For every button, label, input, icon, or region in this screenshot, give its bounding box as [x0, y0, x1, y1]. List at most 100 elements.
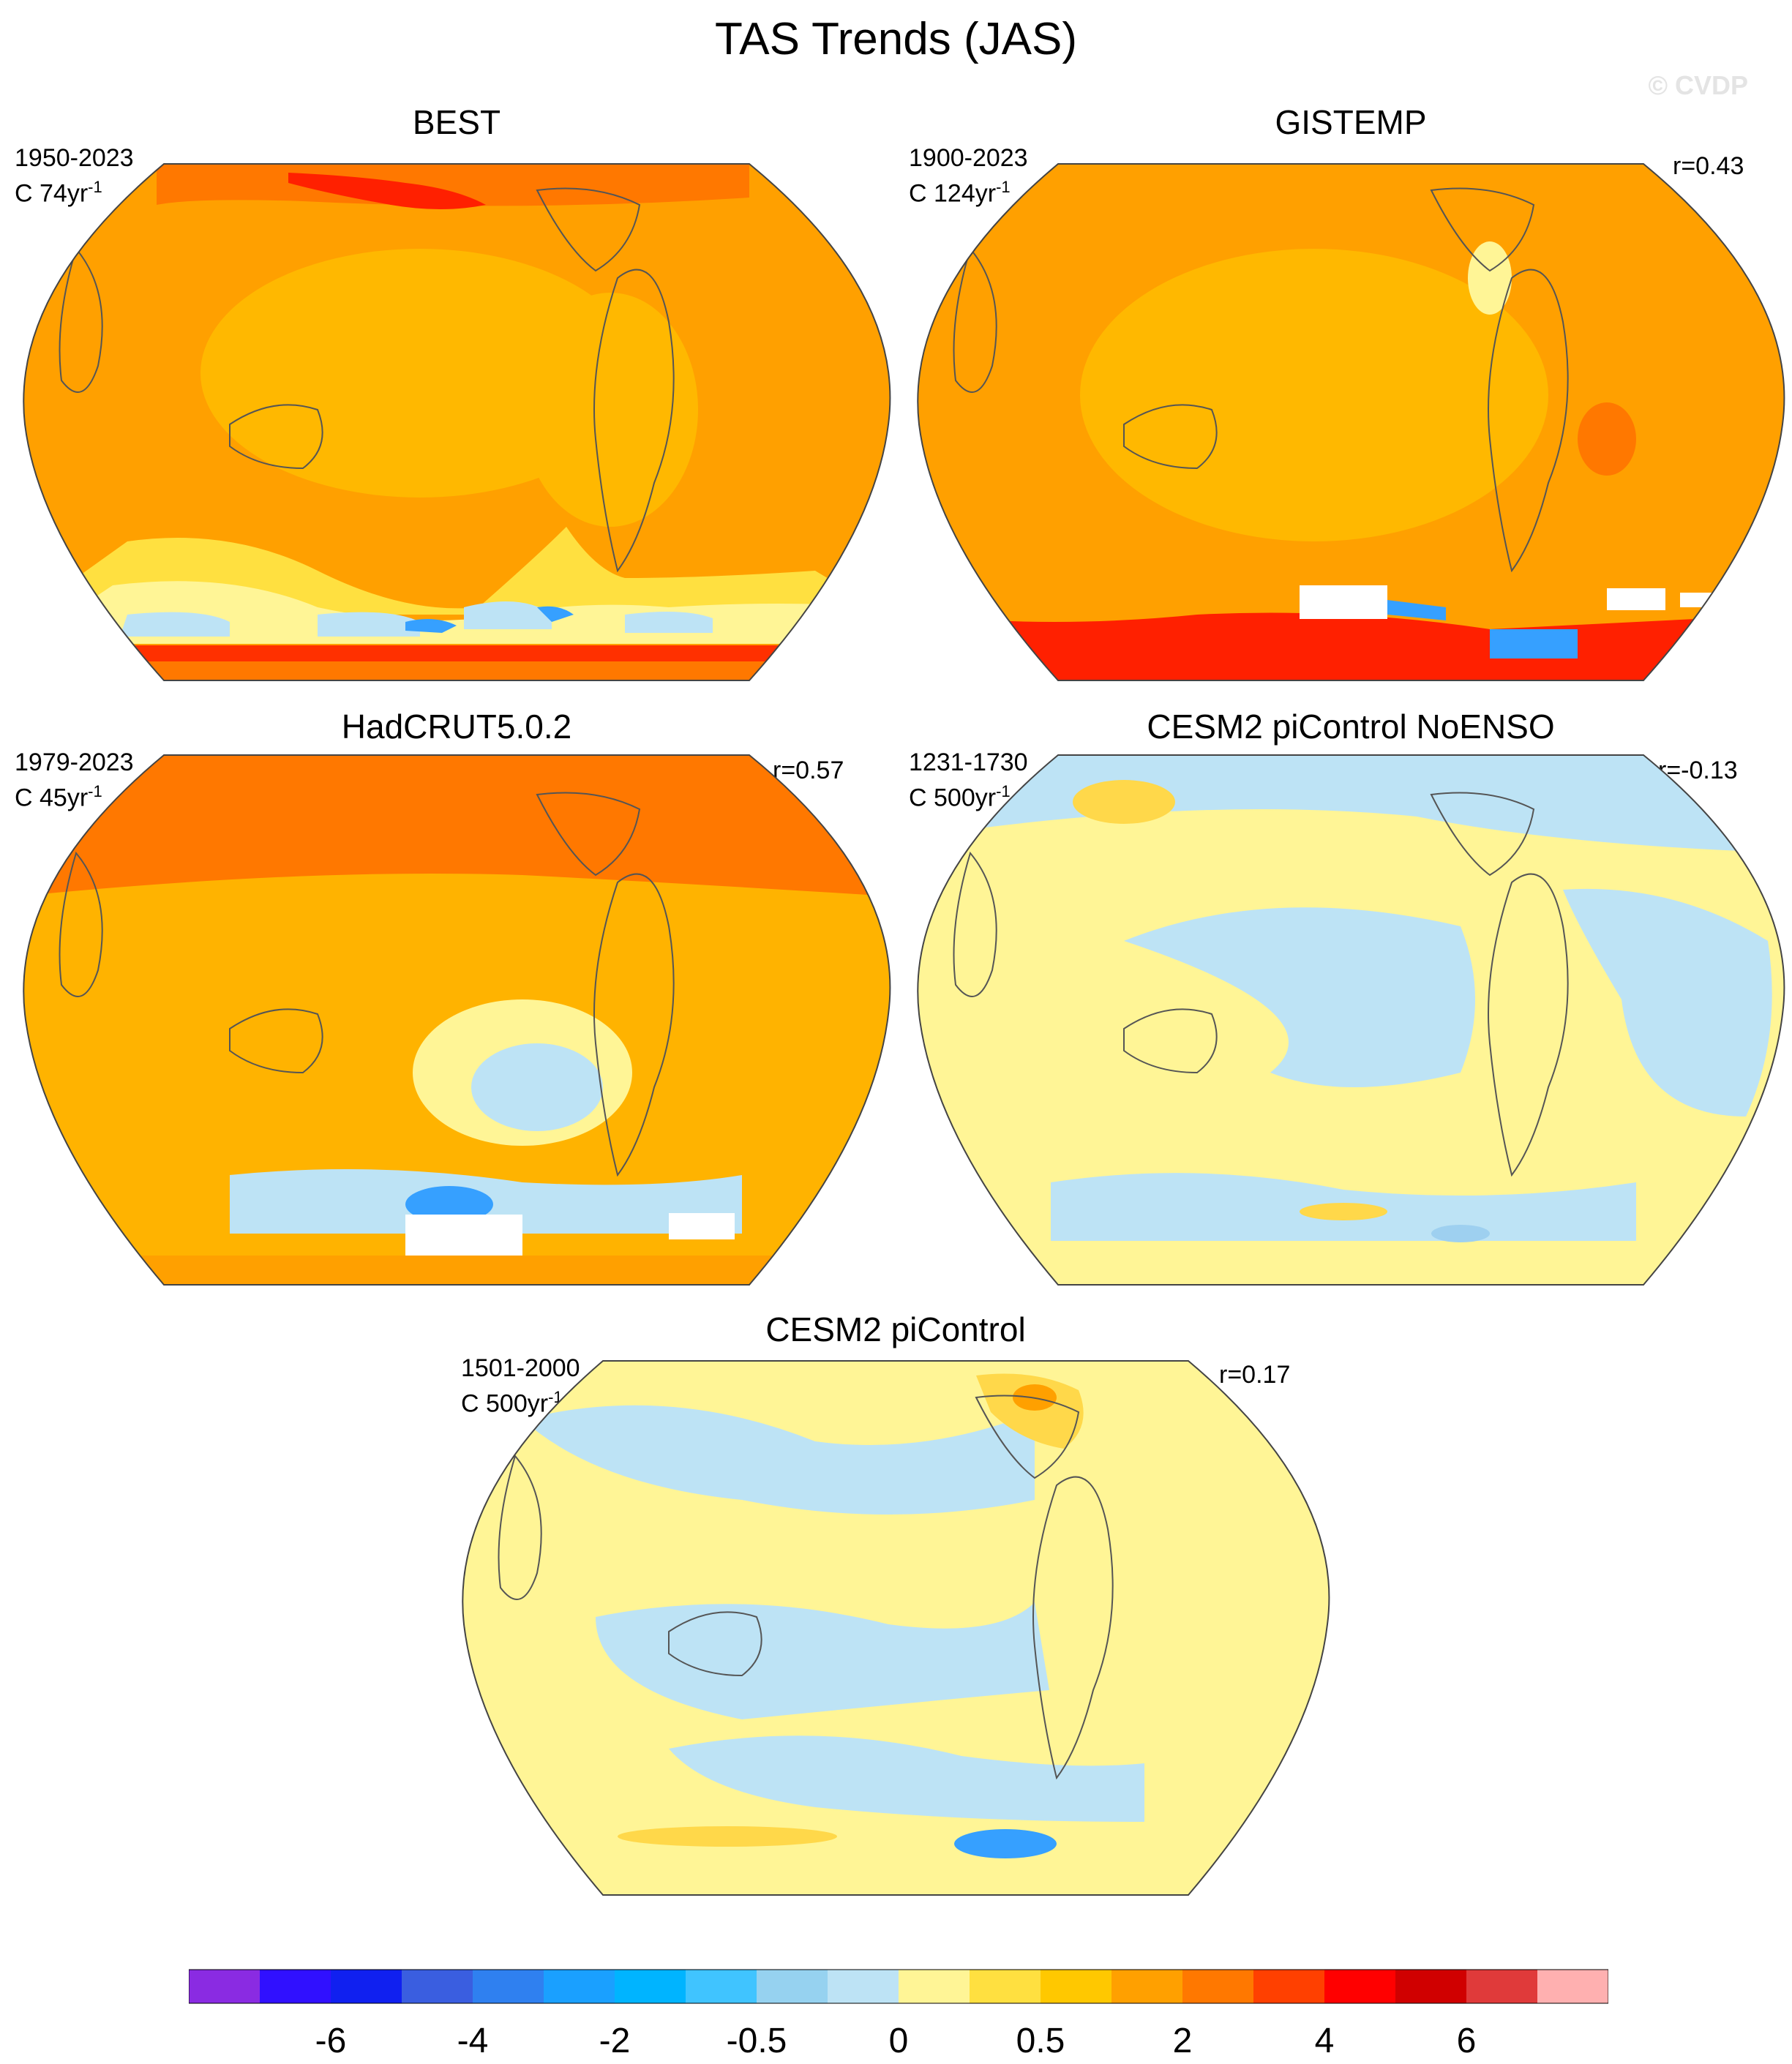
- colorbar-tick-label: -6: [315, 2022, 347, 2060]
- correlation-value: r=0.17: [1219, 1361, 1291, 1389]
- continent-outline: [953, 187, 1569, 573]
- brazil-warm: [1578, 402, 1636, 476]
- southern-hot-band: [919, 612, 1782, 680]
- northern-cool-band: [918, 755, 1785, 853]
- north-american-pale: [1468, 241, 1512, 315]
- trend-exponent: -1: [88, 178, 102, 196]
- colorbar-tick-label: -4: [457, 2022, 489, 2060]
- missing-data-patch: [669, 1213, 735, 1239]
- missing-data-patch: [405, 1215, 522, 1256]
- panel-title: CESM2 piControl: [765, 1310, 1026, 1348]
- southern-blue-patch: [405, 1186, 493, 1223]
- map-panel-cesm2: CESM2 piControl 1501-2000 C 500yr-1 r=0.…: [449, 1310, 1342, 1910]
- map-best: [23, 163, 891, 681]
- period-text: 1979-2023: [15, 748, 134, 776]
- colorbar-tick-label: 0: [888, 2022, 909, 2060]
- map-border: [23, 754, 891, 1286]
- colorbar-swatch: [828, 1970, 899, 2003]
- map-hadcrut: [23, 754, 891, 1286]
- map-panel-cesm2-noenso: CESM2 piControl NoENSO 1231-1730 C 500yr…: [904, 707, 1792, 1292]
- trend-text: C 74yr: [15, 179, 89, 208]
- map-border: [23, 163, 891, 681]
- trend-exponent: -1: [996, 178, 1011, 196]
- correlation-value: r=0.43: [1673, 152, 1744, 180]
- colorbar-swatch: [402, 1970, 473, 2003]
- colorbar-swatch: [331, 1970, 402, 2003]
- continent-outline: [498, 1395, 1114, 1780]
- map-gistemp: [917, 163, 1785, 681]
- trend-text: C 500yr: [461, 1389, 549, 1418]
- southern-blue-patch: [1431, 1225, 1490, 1242]
- southern-ocean-blue: [405, 606, 574, 633]
- colorbar-swatch: [970, 1970, 1041, 2003]
- period-label: 1501-2000 C 500yr-1: [461, 1354, 580, 1418]
- colorbar: [189, 1969, 1608, 2004]
- colorbar-swatch: [544, 1970, 615, 2003]
- arctic-hotspot: [288, 173, 486, 209]
- colorbar-swatch: [473, 1970, 544, 2003]
- arctic-warm-patch: [976, 1373, 1084, 1449]
- southern-cool-band: [669, 1735, 1144, 1822]
- correlation-value: r=0.57: [773, 757, 844, 784]
- continent-outline: [59, 792, 675, 1177]
- period-label: 1900-2023 C 124yr-1: [909, 143, 1028, 208]
- colorbar-tick-label: 6: [1456, 2022, 1477, 2060]
- colorbar-swatch: [1395, 1970, 1467, 2003]
- tropical-cool-band: [596, 1602, 1049, 1719]
- missing-data-patch: [1607, 588, 1665, 610]
- map-border: [917, 754, 1785, 1286]
- colorbar-swatch: [757, 1970, 828, 2003]
- panel-title: BEST: [412, 103, 501, 141]
- trend-exponent: -1: [88, 782, 102, 800]
- colorbar-tick-label: 0.5: [1016, 2022, 1065, 2060]
- antarctic-fill: [23, 1256, 891, 1285]
- colorbar-swatch: [1041, 1970, 1112, 2003]
- colorbar-swatch: [1182, 1970, 1254, 2003]
- period-label: 1231-1730 C 500yr-1: [909, 748, 1028, 812]
- antarctic-warm-band: [23, 645, 891, 661]
- northern-warm-band: [23, 755, 891, 897]
- tropical-pacific-cool: [1124, 907, 1475, 1087]
- map-panel-hadcrut: HadCRUT5.0.2 1979-2023 C 45yr-1 r=0.57: [10, 707, 903, 1292]
- map-border: [462, 1360, 1330, 1896]
- panel-title: CESM2 piControl NoENSO: [1147, 708, 1555, 746]
- trend-text: C 45yr: [15, 784, 89, 812]
- map-panel-gistemp: GISTEMP 1900-2023 C 124yr-1 r=0.43: [904, 102, 1792, 688]
- period-text: 1900-2023: [909, 144, 1028, 172]
- colorbar-swatch: [686, 1970, 757, 2003]
- colorbar-swatch: [260, 1970, 331, 2003]
- period-text: 1501-2000: [461, 1354, 580, 1382]
- colorbar-tick-label: 2: [1172, 2022, 1193, 2060]
- panel-title: GISTEMP: [1275, 103, 1427, 141]
- colorbar-tick-label: -2: [599, 2022, 631, 2060]
- continent-outline: [953, 792, 1569, 1177]
- colorbar-tick-label: 4: [1314, 2022, 1335, 2060]
- missing-data-patch: [1300, 585, 1387, 619]
- colorbar-swatch: [1111, 1970, 1183, 2003]
- southern-blue-patch: [954, 1829, 1057, 1858]
- period-label: 1979-2023 C 45yr-1: [15, 748, 134, 812]
- map-border: [917, 163, 1785, 681]
- figure-title: TAS Trends (JAS): [715, 14, 1077, 64]
- period-label: 1950-2023 C 74yr-1: [15, 143, 134, 208]
- colorbar-swatch: [1537, 1970, 1608, 2003]
- southern-warm-patch: [1300, 1203, 1387, 1220]
- period-text: 1231-1730: [909, 748, 1028, 776]
- colorbar-swatch: [189, 1970, 260, 2003]
- trend-text: C 500yr: [909, 784, 997, 812]
- north-pacific-cool: [522, 1405, 1035, 1515]
- watermark: © CVDP: [1648, 70, 1748, 100]
- atlantic-cool: [1563, 888, 1772, 1117]
- colorbar-swatch: [615, 1970, 686, 2003]
- southern-cool-patch: [1387, 600, 1578, 658]
- map-cesm2: [462, 1360, 1330, 1896]
- trend-exponent: -1: [996, 782, 1011, 800]
- continent-outline: [59, 187, 675, 573]
- siberia-warm: [1073, 780, 1175, 824]
- colorbar-swatch: [1324, 1970, 1396, 2003]
- atlantic-warm-region: [522, 293, 698, 527]
- map-cesm2-noenso: [917, 754, 1785, 1286]
- southern-warm-band: [618, 1826, 837, 1847]
- missing-data-patch: [1680, 593, 1724, 607]
- antarctic-fill: [23, 661, 891, 680]
